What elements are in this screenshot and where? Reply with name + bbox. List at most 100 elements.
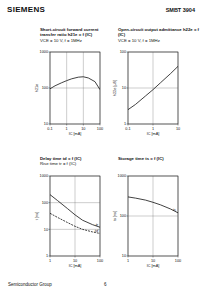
tick: [100, 124, 101, 126]
data-group: [50, 77, 100, 90]
tick-label: 10: [151, 259, 155, 263]
tick-label: 10: [73, 259, 77, 263]
grid-line: [128, 216, 178, 217]
series-label: td: [95, 229, 99, 233]
tick: [49, 229, 51, 230]
tick: [49, 256, 51, 257]
tick: [127, 52, 129, 53]
series-label: ts: [173, 208, 176, 212]
tick-label: 100: [42, 201, 48, 205]
tick-label: 100: [175, 259, 181, 263]
grid-line: [128, 124, 178, 125]
tick: [178, 124, 179, 126]
tick: [49, 124, 51, 125]
tick: [49, 52, 51, 53]
series-line: [50, 195, 100, 228]
footer: Semiconductor Group: [8, 282, 52, 287]
tick-label: 10: [122, 254, 126, 258]
tick-label: 100: [97, 127, 103, 131]
tick: [66, 124, 67, 126]
grid-line: [50, 52, 100, 53]
chart: 0.1110110100IC [mA]h22e [µS]: [113, 50, 180, 135]
tick: [127, 176, 129, 177]
tick-label: 100: [97, 259, 103, 263]
chart: 1101001101001000IC [mA]t [ns]trtd: [35, 174, 103, 267]
chart: 0.1110100101001000IC [mA]h21e: [35, 50, 103, 135]
plot-frame: [128, 176, 178, 256]
tick: [128, 256, 129, 258]
tick-label: 1: [46, 254, 48, 258]
grid-line: [50, 256, 100, 257]
part-number: SMBT 3904: [166, 7, 195, 13]
grid-line: [50, 176, 51, 256]
chart: 110100101001000IC [mA]ts [ns]ts: [113, 174, 181, 267]
chart-title: Delay time td = f (IC)Rise time tr = f (…: [40, 156, 115, 167]
data-group: [128, 197, 178, 213]
tick: [100, 256, 101, 258]
tick-label: 100: [42, 86, 48, 90]
tick: [50, 124, 51, 126]
tick: [153, 256, 154, 258]
tick: [178, 256, 179, 258]
chart-title: Short-circuit forward current transfer r…: [40, 27, 115, 43]
tick-label: 1: [127, 259, 129, 263]
tick-label: 10: [44, 228, 48, 232]
charts: 0.1110100101001000IC [mA]h21e0.111011010…: [0, 0, 207, 292]
grid-line: [128, 176, 178, 177]
tick-label: 10: [176, 127, 180, 131]
brand: SIEMENS: [7, 5, 45, 14]
tick: [127, 256, 129, 257]
grid-line: [128, 256, 178, 257]
tick-label: 10: [122, 86, 126, 90]
tick: [127, 88, 129, 89]
axis-label: IC [mA]: [147, 264, 160, 268]
grid-line: [50, 124, 100, 125]
tick: [153, 124, 154, 126]
tick-label: 100: [120, 214, 126, 218]
tick: [49, 176, 51, 177]
page-number: 6: [104, 282, 107, 287]
grid-line: [100, 176, 101, 256]
tick: [83, 124, 84, 126]
tick: [49, 88, 51, 89]
chart-title: Storage time ts = f (IC): [118, 156, 200, 161]
series-line: [128, 197, 178, 213]
tick-label: 1: [124, 122, 126, 126]
tick-label: 10: [81, 127, 85, 131]
tick-label: 1: [66, 127, 68, 131]
tick-label: 1000: [118, 174, 126, 178]
tick-label: 1: [152, 127, 154, 131]
tick: [75, 256, 76, 258]
tick: [49, 202, 51, 203]
axis-label: t [ns]: [35, 212, 39, 220]
chart-subtitle: VCE = 10 V, f = 1MHz: [40, 38, 115, 43]
tick: [127, 216, 129, 217]
tick: [127, 124, 129, 125]
tick-label: 10: [44, 122, 48, 126]
series-label: tr: [96, 223, 99, 227]
axis-label: IC [mA]: [69, 264, 82, 268]
axis-label: IC [mA]: [147, 132, 160, 136]
axis-label: ts [ns]: [113, 211, 117, 221]
grid-line: [128, 52, 178, 53]
plot-frame: [128, 52, 178, 124]
axis-label: h21e: [35, 84, 39, 92]
tick-label: 1000: [40, 50, 48, 54]
grid-line: [50, 88, 100, 89]
series-line: [50, 213, 100, 233]
tick-label: 1000: [40, 174, 48, 178]
data-group: [50, 195, 100, 234]
axis-label: IC [mA]: [69, 132, 82, 136]
series-line: [128, 66, 178, 109]
tick: [128, 124, 129, 126]
grid-line: [50, 176, 100, 177]
grid-line: [50, 202, 100, 203]
data-group: [128, 66, 178, 109]
axis-label: h22e [µS]: [113, 80, 117, 96]
tick: [50, 256, 51, 258]
grid-line: [50, 229, 100, 230]
tick-label: 100: [120, 50, 126, 54]
chart-subtitle: Rise time tr = f (IC): [40, 161, 115, 166]
series-line: [50, 77, 100, 90]
chart-title: Open-circuit output admittance h22e = f …: [118, 27, 200, 43]
